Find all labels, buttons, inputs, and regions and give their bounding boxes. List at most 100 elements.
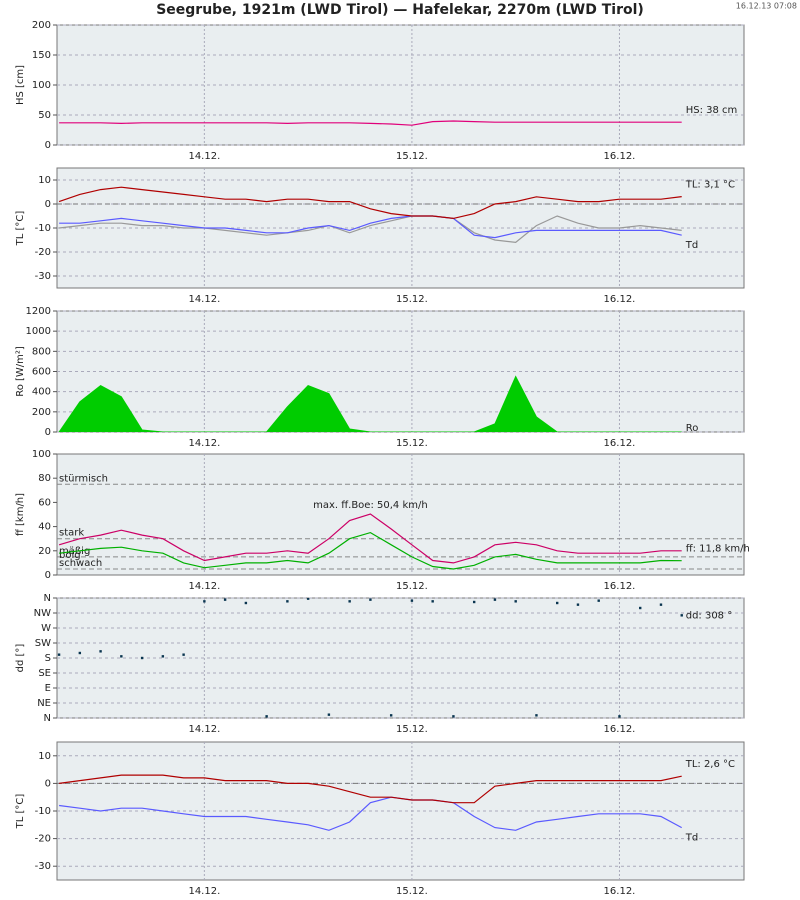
y-tick-label: 0 <box>45 427 51 438</box>
data-point <box>659 603 663 606</box>
y-tick-label: 150 <box>32 50 51 61</box>
x-tick-label: 14.12. <box>188 581 220 592</box>
y-tick-label: -10 <box>35 223 51 234</box>
data-area <box>58 375 682 432</box>
y-tick-label: 0 <box>45 140 51 151</box>
y-tick-label: 200 <box>32 20 51 31</box>
y-tick-label: 10 <box>38 751 51 762</box>
series-group <box>59 774 682 831</box>
y-tick-label: N <box>44 713 51 724</box>
series-group <box>58 186 682 244</box>
y-tick-label: W <box>41 623 51 634</box>
y-tick-label: 0 <box>45 570 51 581</box>
threshold-label: stürmisch <box>59 473 108 484</box>
y-tick-label: -30 <box>35 861 51 872</box>
data-point <box>431 600 434 603</box>
series-group <box>58 375 682 432</box>
y-tick-label: 20 <box>38 546 51 557</box>
data-point <box>597 599 600 602</box>
threshold-label: schwach <box>59 558 102 569</box>
data-point <box>389 714 393 717</box>
x-tick-label: 16.12. <box>604 581 636 592</box>
y-tick-label: -20 <box>35 834 51 845</box>
y-tick-label: 50 <box>38 110 51 121</box>
x-tick-label: 14.12. <box>188 724 220 735</box>
series-label: HS: 38 cm <box>686 105 738 116</box>
data-line <box>59 215 682 239</box>
data-line <box>59 215 682 244</box>
data-point <box>556 601 559 605</box>
y-tick-label: 60 <box>38 497 51 508</box>
data-point <box>99 650 102 653</box>
y-tick-label: NE <box>37 698 51 709</box>
x-tick-label: 14.12. <box>188 151 220 162</box>
data-line <box>59 120 682 126</box>
y-axis-label: ff [km/h] <box>15 493 26 536</box>
x-tick-label: 16.12. <box>604 886 636 897</box>
data-point <box>286 600 289 603</box>
timestamp: 16.12.13 07:08 <box>736 2 797 11</box>
series-label: Ro <box>686 423 699 434</box>
data-line <box>59 531 682 570</box>
x-tick-label: 15.12. <box>396 438 428 449</box>
y-tick-label: N <box>44 593 51 604</box>
series-label: Td <box>685 240 698 251</box>
y-axis-label: TL [°C] <box>15 794 26 830</box>
x-tick-label: 15.12. <box>396 724 428 735</box>
series-group <box>57 598 683 718</box>
x-tick-label: 16.12. <box>604 151 636 162</box>
threshold-label: stark <box>59 528 84 539</box>
data-point <box>369 598 372 601</box>
y-tick-label: 100 <box>32 80 51 91</box>
data-point <box>78 651 82 655</box>
y-tick-label: 600 <box>32 367 51 378</box>
data-point <box>576 603 580 606</box>
y-tick-label: 80 <box>38 473 51 484</box>
x-tick-label: 15.12. <box>396 886 428 897</box>
data-point <box>680 614 683 617</box>
y-tick-label: E <box>45 683 51 694</box>
data-point <box>182 653 185 656</box>
data-point <box>493 598 497 601</box>
x-tick-label: 16.12. <box>604 438 636 449</box>
data-point <box>452 715 455 718</box>
y-tick-label: NW <box>34 608 51 619</box>
data-line <box>59 796 682 831</box>
data-point <box>327 713 331 716</box>
y-tick-label: 1000 <box>26 326 51 337</box>
data-line <box>58 513 682 564</box>
series-label: ff: 11,8 km/h <box>686 544 750 555</box>
y-tick-label: SW <box>35 638 51 649</box>
y-axis-label: HS [cm] <box>15 65 26 105</box>
y-tick-label: S <box>45 653 51 664</box>
data-point <box>535 714 538 717</box>
data-point <box>140 656 144 660</box>
data-point <box>265 715 268 718</box>
x-tick-label: 14.12. <box>188 438 220 449</box>
y-tick-label: SE <box>38 668 51 679</box>
series-label: TL: 3,1 °C <box>685 180 735 191</box>
series-label: TL: 2,6 °C <box>685 759 735 770</box>
data-point <box>120 655 123 658</box>
data-point <box>472 600 476 604</box>
y-tick-label: 400 <box>32 387 51 398</box>
data-point <box>57 653 61 656</box>
data-point <box>306 598 310 600</box>
x-tick-label: 14.12. <box>188 886 220 897</box>
y-tick-label: 0 <box>45 199 51 210</box>
data-point <box>161 655 165 658</box>
max-annotation: max. ff.Boe: 50,4 km/h <box>313 500 428 511</box>
y-axis-label: Ro [W/m²] <box>15 346 26 397</box>
data-line <box>58 186 682 220</box>
data-point <box>639 606 642 610</box>
y-tick-label: -10 <box>35 806 51 817</box>
y-tick-label: -20 <box>35 247 51 258</box>
x-tick-label: 16.12. <box>604 294 636 305</box>
y-axis-label: dd [°] <box>15 644 26 673</box>
page-title: Seegrube, 1921m (LWD Tirol) — Hafelekar,… <box>156 2 644 18</box>
x-tick-label: 15.12. <box>396 151 428 162</box>
series-group <box>59 120 682 126</box>
series-group <box>58 513 682 570</box>
y-axis-label: TL [°C] <box>15 211 26 247</box>
data-point <box>203 600 206 603</box>
